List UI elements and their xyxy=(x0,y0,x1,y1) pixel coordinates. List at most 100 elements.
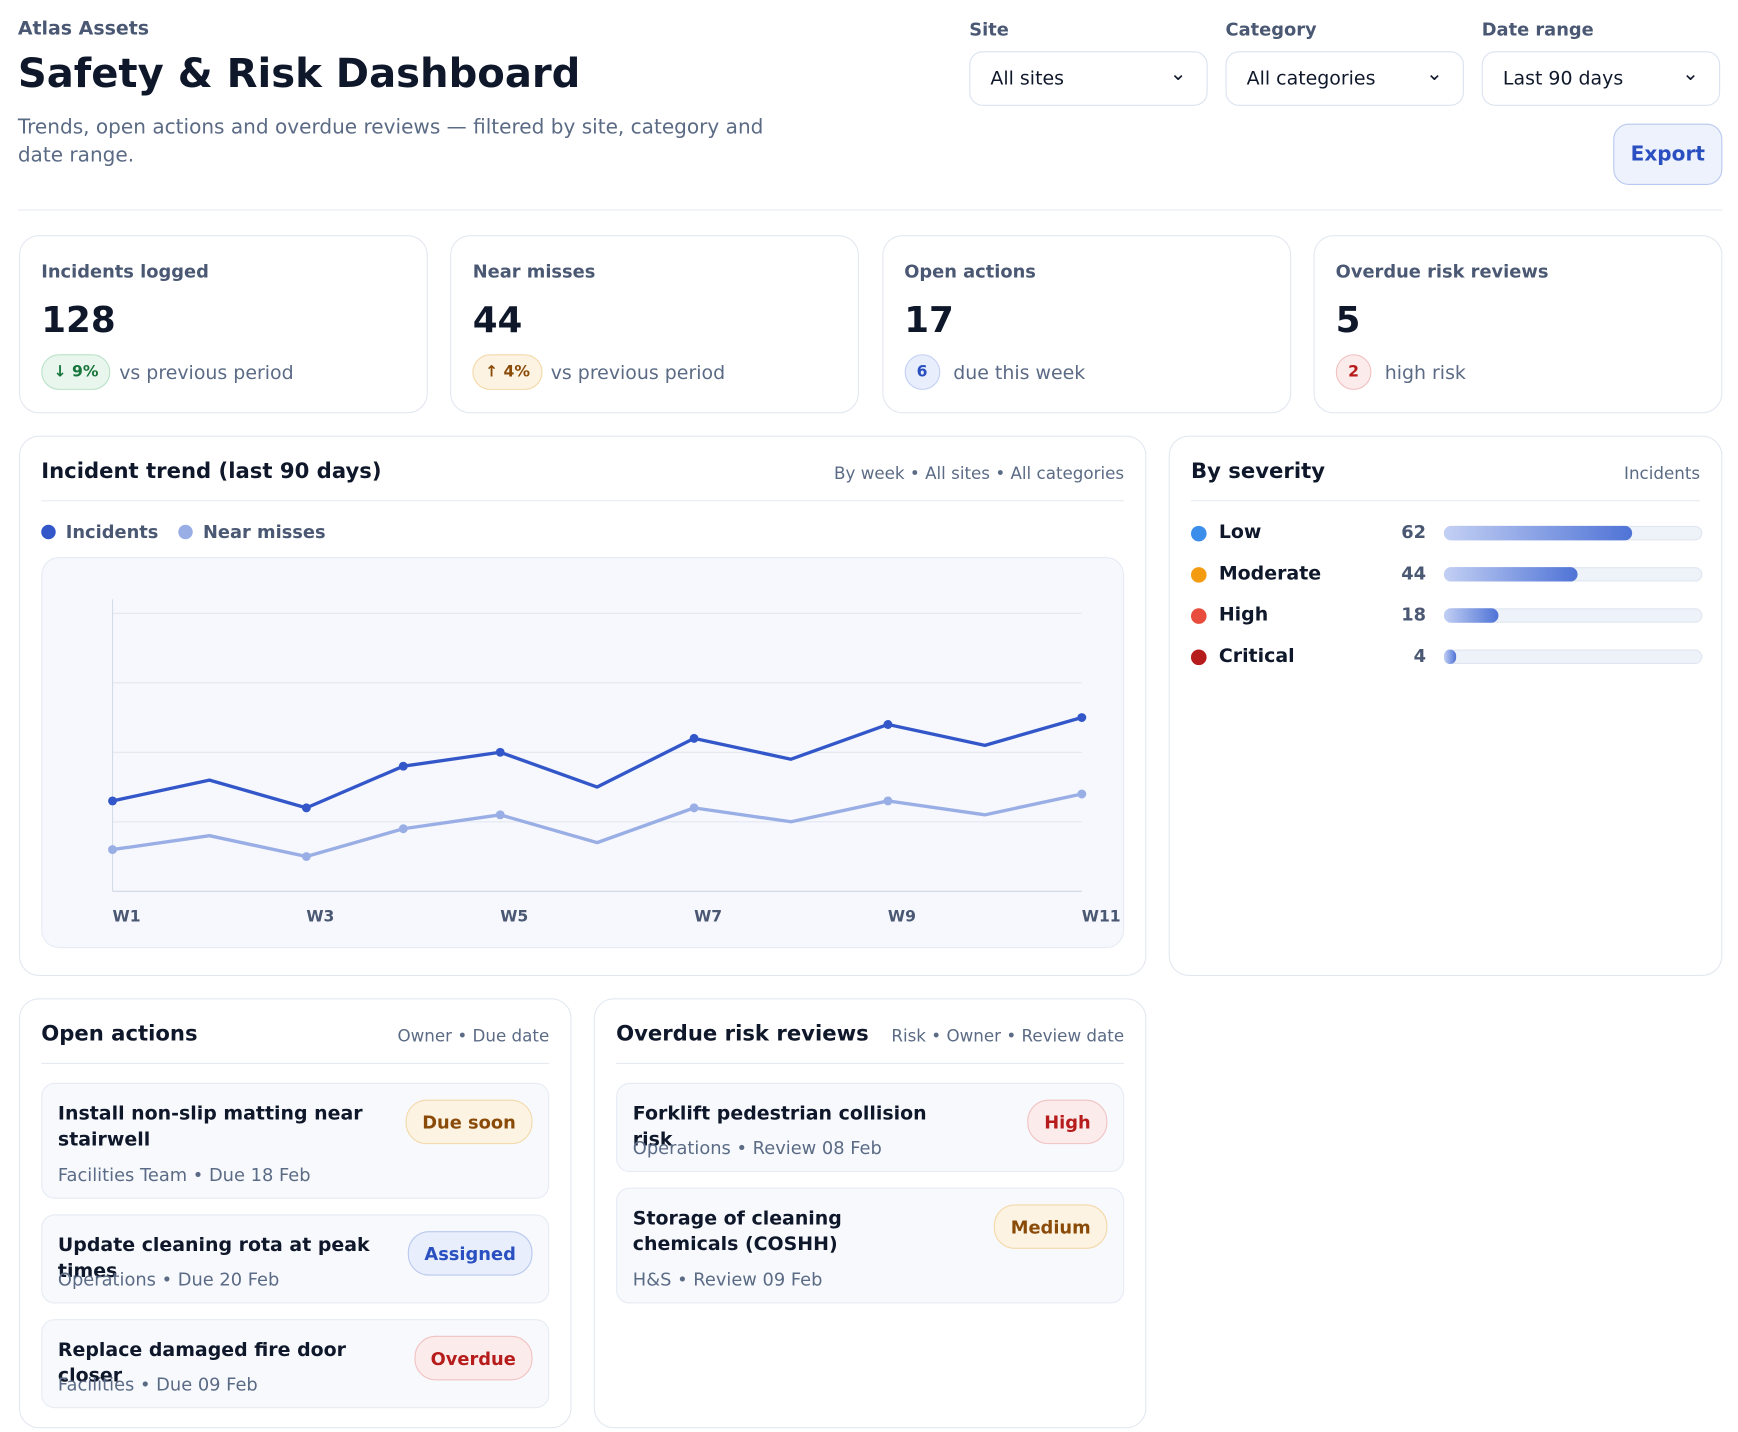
status-pill: Assigned xyxy=(407,1231,533,1276)
x-tick-label: W1 xyxy=(113,907,141,925)
point xyxy=(108,845,117,855)
x-tick-label: W5 xyxy=(500,907,528,925)
series-line xyxy=(112,792,1083,859)
legend-swatch xyxy=(41,524,56,540)
kpi-note: due this week xyxy=(953,362,1086,385)
card-meta: Incidents xyxy=(1624,463,1701,484)
export-button[interactable]: Export xyxy=(1613,123,1723,185)
kpi-note: vs previous period xyxy=(550,362,726,385)
point xyxy=(398,824,408,834)
item-meta: Operations • Review 08 Feb xyxy=(632,1137,882,1159)
severity-dot xyxy=(1190,525,1207,542)
divider xyxy=(41,1062,550,1064)
severity-card: By severity Incidents Low 62 Moderate 44 Hig… xyxy=(1168,435,1723,976)
card-meta: Owner • Due date xyxy=(397,1026,550,1047)
kpi-badge: ↑ 4% xyxy=(472,354,543,390)
bar xyxy=(1443,567,1578,582)
subtitle: Trends, open actions and overdue reviews… xyxy=(17,115,764,168)
legend-label: Incidents xyxy=(65,521,159,543)
bar xyxy=(1443,525,1633,541)
filter-select[interactable]: All categories xyxy=(1225,51,1464,106)
card-meta: By week • All sites • All categories xyxy=(834,463,1125,484)
kpi-value: 17 xyxy=(904,298,954,341)
x-tick-label: W9 xyxy=(888,907,916,925)
status-pill: Overdue xyxy=(413,1335,533,1381)
value-label: 44 xyxy=(1401,562,1427,584)
point xyxy=(398,761,408,771)
divider xyxy=(17,209,1723,211)
point xyxy=(1077,713,1087,722)
list-item: Storage of cleaning chemicals (COSHH) H&S… xyxy=(616,1187,1125,1304)
severity-dot xyxy=(1190,567,1207,583)
point xyxy=(495,747,505,757)
filter-select[interactable]: Last 90 days xyxy=(1481,51,1721,106)
page-title: Safety & Risk Dashboard xyxy=(17,51,581,97)
x-tick-label: W7 xyxy=(694,907,722,925)
card-meta: Risk • Owner • Review date xyxy=(891,1026,1125,1047)
kpi-value: 5 xyxy=(1335,298,1361,341)
kpi-note: vs previous period xyxy=(119,362,294,385)
value-label: 62 xyxy=(1401,521,1427,543)
severity-label: High xyxy=(1218,603,1269,627)
severity-label: Moderate xyxy=(1218,562,1322,585)
line-chart: W1 W3 W5 W7 W9 W11 xyxy=(108,599,1121,925)
status-pill: Due soon xyxy=(405,1099,533,1145)
brand: Atlas Assets xyxy=(17,17,150,41)
kpi-label: Near misses xyxy=(472,260,596,282)
filter-select[interactable]: All sites xyxy=(969,51,1208,106)
point xyxy=(301,803,311,813)
kpi-label: Overdue risk reviews xyxy=(1335,260,1549,282)
kpi-value: 128 xyxy=(41,298,116,341)
trend-card: Incident trend (last 90 days) By week • … xyxy=(18,435,1147,976)
item-meta: Operations • Due 20 Feb xyxy=(57,1268,280,1291)
item-meta: Facilities Team • Due 18 Feb xyxy=(57,1164,311,1186)
legend-label: Near misses xyxy=(202,521,326,543)
item-title: Forklift pedestrian collision risk xyxy=(632,1102,927,1151)
kpi-badge: 2 xyxy=(1335,354,1372,390)
chart-area: W1 W3 W5 W7 W9 W11 xyxy=(41,557,1125,949)
bar xyxy=(1443,608,1499,623)
kpi-card: Incidents logged 128 ↓ 9% vs previous perio… xyxy=(18,235,428,414)
kpi-card: Overdue risk reviews 5 2 high risk xyxy=(1313,235,1723,414)
status-pill: High xyxy=(1027,1099,1108,1145)
item-meta: Facilities • Due 09 Feb xyxy=(57,1373,258,1395)
point xyxy=(689,803,699,813)
kpi-label: Incidents logged xyxy=(41,260,209,282)
list-item: Update cleaning rota at peak times Operat… xyxy=(41,1214,550,1304)
kpi-badge: 6 xyxy=(904,354,940,390)
kpi-value: 44 xyxy=(472,298,523,341)
item-meta: H&S • Review 09 Feb xyxy=(632,1268,823,1291)
card-title: Overdue risk reviews xyxy=(616,1021,869,1047)
reviews-card: Overdue risk reviews Risk • Owner • Revi… xyxy=(593,998,1147,1429)
point xyxy=(1077,789,1087,799)
divider xyxy=(41,500,1125,502)
actions-card: Open actions Owner • Due date Install no… xyxy=(18,998,572,1429)
value-label: 4 xyxy=(1413,645,1427,667)
legend-item: Incidents xyxy=(41,521,159,543)
item-title: Replace damaged fire door closer xyxy=(57,1339,347,1388)
list-item: Install non-slip matting near stairwell F… xyxy=(41,1082,550,1199)
bar-track xyxy=(1443,649,1703,665)
legend-item: Near misses xyxy=(178,521,326,543)
status-pill: Medium xyxy=(994,1204,1108,1249)
point xyxy=(108,796,117,806)
severity-dot xyxy=(1190,649,1207,666)
severity-dot xyxy=(1190,608,1207,624)
value-label: 18 xyxy=(1401,603,1427,626)
filter-label: Site xyxy=(969,18,1009,41)
point xyxy=(301,852,311,861)
kpi-label: Open actions xyxy=(904,260,1036,282)
list-item: Forklift pedestrian collision risk Operat… xyxy=(616,1082,1125,1173)
point xyxy=(883,720,893,729)
filter-label: Date range xyxy=(1481,18,1594,41)
point xyxy=(883,796,893,806)
x-tick-label: W11 xyxy=(1082,907,1121,925)
series-line xyxy=(112,715,1083,810)
legend-swatch xyxy=(178,524,193,540)
item-title: Storage of cleaning chemicals (COSHH) xyxy=(632,1207,842,1256)
divider xyxy=(1190,500,1701,502)
kpi-note: high risk xyxy=(1384,362,1466,385)
divider xyxy=(616,1062,1125,1064)
